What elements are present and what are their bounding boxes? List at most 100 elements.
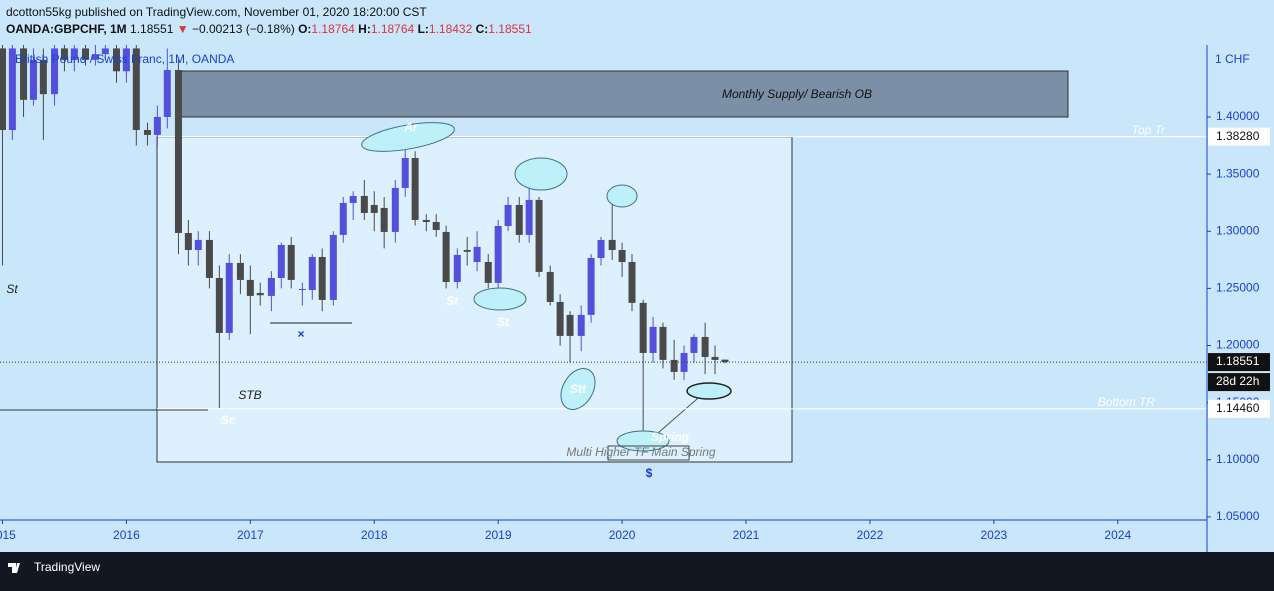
candle-body <box>597 239 605 258</box>
candle-body <box>380 207 388 232</box>
candle-body <box>174 70 182 233</box>
candle-body <box>60 48 68 60</box>
candle-body <box>143 130 151 135</box>
candle-body <box>163 70 171 117</box>
low: 1.18432 <box>429 22 473 36</box>
candle-body <box>153 116 161 135</box>
candle-body <box>0 48 6 131</box>
c-label: C: <box>476 22 489 36</box>
quote: OANDA:GBPCHF, 1M 1.18551 ▼ −0.00213 (−0.… <box>6 22 532 36</box>
candle-body <box>370 204 378 213</box>
high: 1.18764 <box>371 22 415 36</box>
candle-body <box>267 277 275 296</box>
y-tick-label: 1.20000 <box>1216 338 1260 352</box>
candle-body <box>577 314 585 336</box>
candle-body <box>51 48 59 95</box>
candle-body <box>349 195 357 203</box>
candle-body <box>494 225 502 283</box>
candle-body <box>194 239 202 250</box>
candle-body <box>298 288 306 290</box>
annotation: Monthly Supply/ Bearish OB <box>722 87 872 101</box>
x-tick-label: 2018 <box>361 528 388 542</box>
candle-body <box>39 59 47 95</box>
candle-body <box>205 239 213 278</box>
candle-body <box>101 48 109 55</box>
candle-body <box>411 158 419 220</box>
candle-body <box>566 314 574 336</box>
close: 1.18551 <box>488 22 532 36</box>
symbol: OANDA:GBPCHF, 1M <box>6 22 127 36</box>
x-tick-label: 2024 <box>1104 528 1131 542</box>
price-tag-label: 1.38280 <box>1216 129 1260 143</box>
annotation: Sc <box>221 413 236 427</box>
candle-body <box>132 48 140 131</box>
candle-body <box>690 336 698 353</box>
candle-body <box>225 262 233 333</box>
candle-body <box>256 292 264 296</box>
candle-body <box>122 48 130 72</box>
annotation: × <box>297 327 304 341</box>
brand: TradingView <box>34 560 100 574</box>
candle-body <box>246 279 254 296</box>
candle-body <box>556 301 564 336</box>
ellipse <box>560 368 596 410</box>
last-price-label: 1.18551 <box>1216 354 1260 368</box>
annotation: $ <box>646 466 653 480</box>
candle-body <box>670 359 678 372</box>
candle-body <box>463 249 471 252</box>
annotation: Spring <box>651 430 690 444</box>
candle-body <box>515 204 523 235</box>
annotation: St <box>446 294 459 308</box>
candle-body <box>401 158 409 188</box>
candle-body <box>639 302 647 353</box>
candle-body <box>329 234 337 300</box>
candle-body <box>287 244 295 280</box>
candle-body <box>70 48 78 60</box>
ellipse <box>606 184 638 208</box>
candle-body <box>453 254 461 282</box>
candle-body <box>525 199 533 235</box>
candle-body <box>432 221 440 230</box>
candle-body <box>236 262 244 280</box>
candle-body <box>618 249 626 262</box>
candle-body <box>184 232 192 250</box>
x-tick-label: 2021 <box>733 528 760 542</box>
countdown-tag <box>1208 373 1270 392</box>
x-tick-label: 2023 <box>981 528 1008 542</box>
candle-body <box>721 359 729 363</box>
candle-body <box>484 261 492 283</box>
l-label: L: <box>418 22 429 36</box>
annotation: Ar <box>403 120 419 134</box>
y-tick-label: 1.35000 <box>1216 166 1260 180</box>
price-tag <box>1208 399 1270 418</box>
annotation: STB <box>238 388 261 402</box>
candle-body <box>473 246 481 262</box>
x-tick-label: 2022 <box>857 528 884 542</box>
open: 1.18764 <box>311 22 355 36</box>
y-tick-label: 1.30000 <box>1216 223 1260 237</box>
candle-body <box>711 356 719 360</box>
last-price-tag <box>1208 353 1270 372</box>
candle-body <box>391 187 399 232</box>
chart-title: British Pound / Swiss Franc, 1M, OANDA <box>15 52 234 66</box>
currency-label: 1 CHF <box>1215 52 1250 66</box>
candle-body <box>649 326 657 353</box>
candle-body <box>112 48 120 72</box>
candle-body <box>701 336 709 357</box>
candle-body <box>360 195 368 213</box>
change: −0.00213 (−0.18%) <box>192 22 295 36</box>
candle-body <box>628 261 636 303</box>
x-tick-label: 2015 <box>0 528 16 542</box>
candle-body <box>308 256 316 290</box>
publisher: dcotton55kg published on TradingView.com… <box>6 5 427 19</box>
candle-body <box>20 48 28 100</box>
spring-line <box>649 391 706 441</box>
candle-body <box>215 277 223 333</box>
ellipse <box>514 157 568 191</box>
candle-body <box>339 202 347 235</box>
candle-body <box>82 48 90 60</box>
x-tick-label: 2017 <box>237 528 264 542</box>
ellipse <box>473 287 527 311</box>
candle-body <box>442 231 450 282</box>
